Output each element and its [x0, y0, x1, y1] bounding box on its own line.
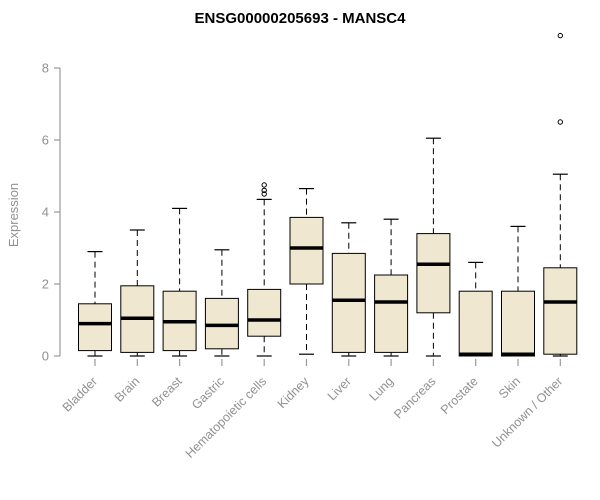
x-category-label: Lung — [367, 374, 397, 404]
outlier-point — [261, 182, 267, 188]
outlier-point — [557, 119, 563, 125]
outlier-point — [261, 187, 267, 194]
x-category-label: Bladder — [60, 374, 100, 414]
box — [416, 233, 451, 314]
y-tick-label: 4 — [42, 205, 49, 220]
x-category-label: Hematopoietic cells — [183, 374, 270, 461]
x-category-label: Skin — [496, 374, 523, 401]
box — [331, 252, 366, 353]
outlier-point — [261, 191, 267, 197]
x-category-label: Kidney — [275, 374, 312, 411]
outlier-point — [557, 32, 563, 39]
box — [204, 297, 239, 350]
box — [289, 216, 324, 285]
y-tick-label: 0 — [42, 349, 49, 364]
box — [247, 288, 282, 337]
y-tick-label: 8 — [42, 61, 49, 76]
x-category-label: Pancreas — [391, 374, 438, 421]
x-category-label: Breast — [149, 374, 185, 410]
box — [501, 290, 535, 357]
x-category-label: Brain — [112, 374, 143, 405]
box — [374, 274, 409, 353]
y-tick-label: 6 — [42, 133, 49, 148]
x-category-label: Liver — [325, 374, 354, 403]
y-tick-label: 2 — [42, 277, 49, 292]
box — [78, 303, 112, 352]
box — [458, 290, 493, 357]
chart-title: ENSG00000205693 - MANSC4 — [194, 10, 406, 27]
x-category-label: Prostate — [438, 374, 481, 417]
x-category-label: Gastric — [189, 374, 227, 412]
box — [543, 267, 578, 355]
